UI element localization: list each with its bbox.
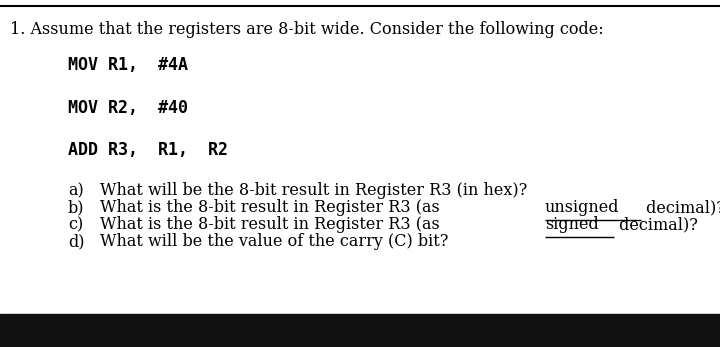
Text: signed: signed — [545, 216, 599, 233]
Text: unsigned: unsigned — [545, 199, 619, 216]
Text: 1. Assume that the registers are 8-bit wide. Consider the following code:: 1. Assume that the registers are 8-bit w… — [10, 21, 603, 38]
Text: ADD R3,  R1,  R2: ADD R3, R1, R2 — [68, 141, 228, 159]
Text: MOV R2,  #40: MOV R2, #40 — [68, 99, 188, 117]
Text: decimal)?: decimal)? — [614, 216, 698, 233]
Text: What will be the 8-bit result in Register R3 (in hex)?: What will be the 8-bit result in Registe… — [100, 182, 527, 199]
Text: What is the 8-bit result in Register R3 (as: What is the 8-bit result in Register R3 … — [100, 199, 445, 216]
Text: b): b) — [68, 199, 84, 216]
Text: c): c) — [68, 216, 84, 233]
Text: What is the 8-bit result in Register R3 (as: What is the 8-bit result in Register R3 … — [100, 216, 445, 233]
Bar — [0, 314, 720, 347]
Text: What will be the value of the carry (C) bit?: What will be the value of the carry (C) … — [100, 233, 449, 250]
Text: decimal)?: decimal)? — [641, 199, 720, 216]
Text: MOV R1,  #4A: MOV R1, #4A — [68, 56, 188, 74]
Text: a): a) — [68, 182, 84, 199]
Text: d): d) — [68, 233, 84, 250]
